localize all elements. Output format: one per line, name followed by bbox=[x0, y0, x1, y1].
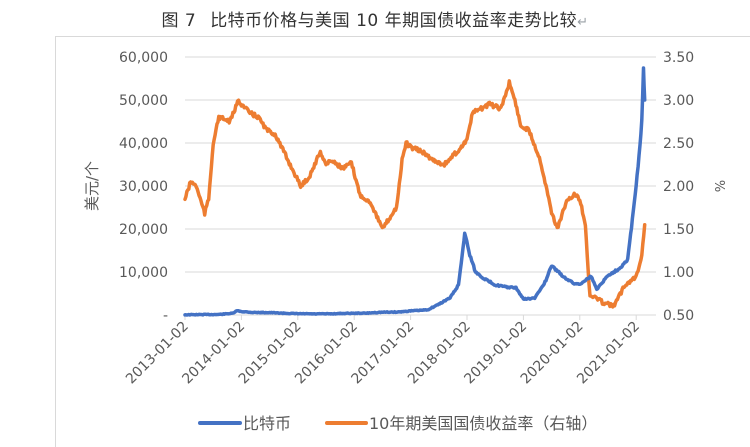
series-lines bbox=[183, 66, 647, 317]
y-tick-left: 50,000 bbox=[119, 93, 168, 109]
x-axis: 2013-01-022014-01-022015-01-022016-01-02… bbox=[123, 315, 643, 387]
return-mark-icon: ↵ bbox=[577, 15, 589, 30]
y-tick-left: 30,000 bbox=[119, 179, 168, 195]
figure-title: 图 7 比特币价格与美国 10 年期国债收益率走势比较↵ bbox=[0, 6, 750, 31]
chart-frame bbox=[55, 36, 750, 447]
bitcoin-price-line bbox=[183, 66, 647, 317]
y-tick-right: 1.50 bbox=[663, 222, 694, 238]
y-tick-left: 10,000 bbox=[119, 265, 168, 281]
gridlines bbox=[185, 56, 656, 316]
y-tick-right: 3.00 bbox=[663, 93, 694, 109]
legend-label-treasury-yield: 10年期美国国债收益率（右轴） bbox=[369, 414, 597, 433]
y-axis-left-title: 美元/个 bbox=[83, 161, 101, 211]
line-chart: 2013-01-022014-01-022015-01-022016-01-02… bbox=[83, 50, 726, 387]
y-tick-right: 2.50 bbox=[663, 136, 694, 152]
y-axis-right: 0.50 1.00 1.50 2.00 2.50 3.00 3.50 bbox=[663, 50, 694, 324]
y-tick-left: - bbox=[163, 308, 168, 324]
figure-title-text: 比特币价格与美国 10 年期国债收益率走势比较 bbox=[210, 11, 578, 31]
legend-label-bitcoin: 比特币 bbox=[243, 414, 291, 433]
y-tick-left: 40,000 bbox=[119, 136, 168, 152]
figure-label: 图 7 bbox=[161, 11, 197, 31]
y-axis-right-title: % bbox=[711, 180, 726, 192]
y-tick-right: 2.00 bbox=[663, 179, 694, 195]
y-tick-right: 1.00 bbox=[663, 265, 694, 281]
legend: 比特币 10年期美国国债收益率（右轴） bbox=[0, 410, 750, 436]
y-tick-left: 20,000 bbox=[119, 222, 168, 238]
y-axis-left: - 10,000 20,000 30,000 40,000 50,000 60,000 bbox=[119, 50, 168, 324]
y-tick-right: 3.50 bbox=[663, 50, 694, 66]
y-tick-left: 60,000 bbox=[119, 50, 168, 66]
treasury-yield-line bbox=[183, 79, 647, 309]
y-tick-right: 0.50 bbox=[663, 308, 694, 324]
